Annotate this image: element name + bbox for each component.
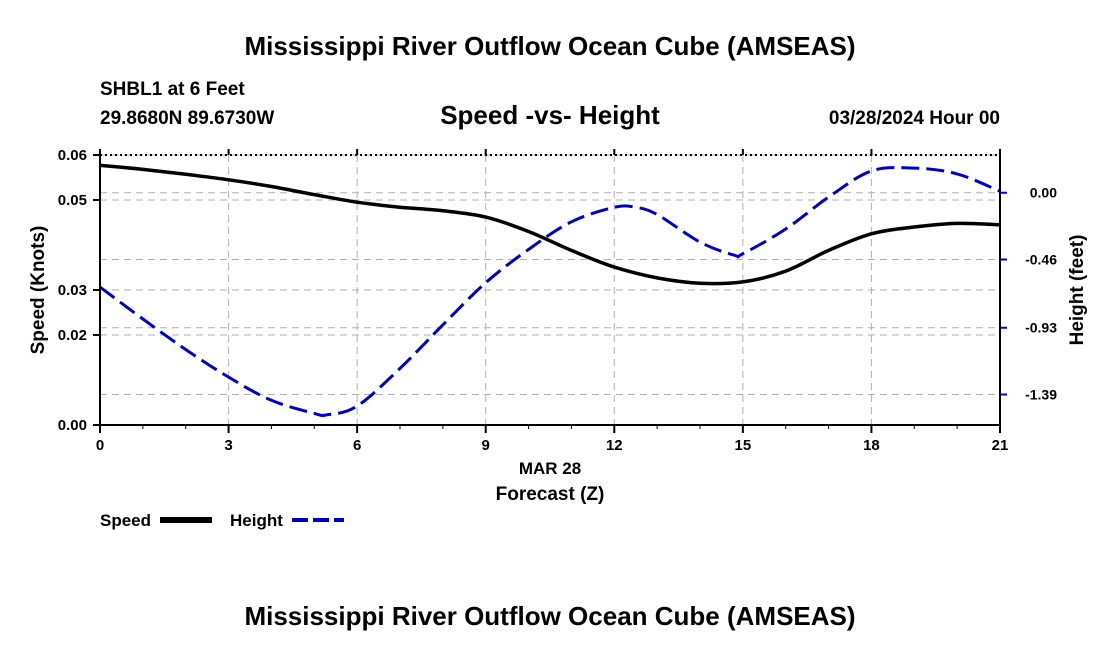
y2-tick-label: -1.39 (1025, 387, 1057, 403)
x-tick-label: 21 (992, 437, 1009, 454)
axis-ticks: 0 3 6 9 12 15 18 21 0.00 0.02 0.03 0.05 0.06 0.00 -0.4… (58, 147, 1057, 454)
y-tick-label: 0.00 (58, 417, 87, 434)
grid-lines (100, 154, 1000, 425)
station-label: SHBL1 at 6 Feet (100, 79, 245, 100)
x-tick-label: 9 (482, 437, 490, 454)
repeat-title: Mississippi River Outflow Ocean Cube (AM… (244, 601, 855, 631)
y-tick-label: 0.05 (58, 192, 87, 209)
x-tick-label: 0 (96, 437, 104, 454)
height-series-line (99, 166, 1001, 418)
x-tick-label: 15 (735, 437, 752, 454)
y2-tick-label: 0.00 (1030, 185, 1057, 201)
y-tick-label: 0.02 (58, 327, 87, 344)
y-tick-label: 0.06 (58, 147, 87, 164)
y-axis-title: Speed (Knots) (28, 226, 49, 355)
speed-series-line (99, 163, 1001, 286)
coordinates-label: 29.8680N 89.6730W (100, 108, 274, 129)
y2-tick-label: -0.46 (1025, 252, 1057, 268)
x-tick-label: 12 (606, 437, 623, 454)
x-axis-title: Forecast (Z) (496, 484, 605, 505)
y2-axis-title: Height (feet) (1067, 235, 1088, 346)
x-tick-label: 6 (353, 437, 361, 454)
x-axis-date-label: MAR 28 (519, 459, 581, 478)
legend-height-label: Height (230, 511, 283, 530)
y2-tick-label: -0.93 (1025, 320, 1057, 336)
x-tick-label: 18 (863, 437, 880, 454)
x-tick-label: 3 (224, 437, 232, 454)
y-tick-label: 0.03 (58, 282, 87, 299)
main-title: Mississippi River Outflow Ocean Cube (AM… (244, 31, 855, 61)
series-lines (99, 163, 1001, 418)
legend-speed-label: Speed (100, 511, 151, 530)
chart-subtitle: Speed -vs- Height (440, 100, 660, 130)
datetime-label: 03/28/2024 Hour 00 (829, 108, 1000, 129)
